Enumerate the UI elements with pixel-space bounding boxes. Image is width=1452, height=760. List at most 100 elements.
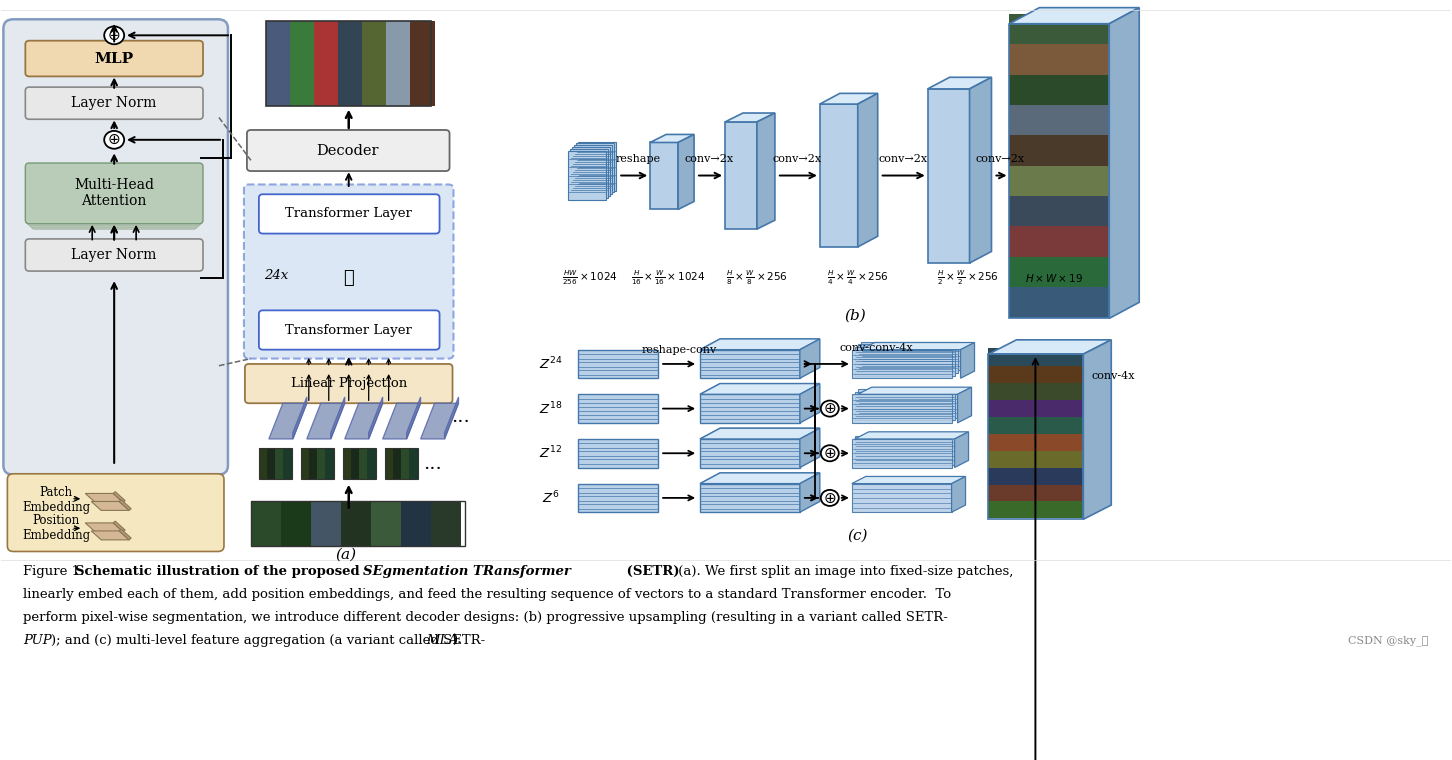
Text: reshape: reshape [616, 154, 661, 164]
Bar [578, 394, 658, 423]
FancyBboxPatch shape [25, 163, 203, 223]
Bar [568, 150, 607, 200]
Bar [575, 145, 613, 195]
Polygon shape [1083, 340, 1111, 519]
Text: linearly embed each of them, add position embeddings, and feed the resulting seq: linearly embed each of them, add positio… [23, 587, 951, 601]
Bar [251, 502, 466, 546]
Polygon shape [954, 432, 968, 467]
Text: ).: ). [453, 635, 462, 648]
Bar [409, 21, 434, 106]
Polygon shape [344, 404, 383, 439]
Text: Schematic illustration of the proposed: Schematic illustration of the proposed [76, 565, 364, 578]
Bar [578, 141, 616, 191]
Polygon shape [119, 499, 131, 511]
Text: reshape-conv: reshape-conv [642, 345, 717, 355]
Polygon shape [855, 432, 968, 439]
Text: CSDN @sky_祐: CSDN @sky_祐 [1349, 635, 1429, 646]
Bar [572, 147, 610, 196]
Bar [341, 502, 370, 546]
Text: Figure 1.: Figure 1. [23, 565, 89, 578]
FancyBboxPatch shape [3, 19, 228, 475]
Text: (SETR): (SETR) [623, 565, 680, 578]
Text: ...: ... [452, 407, 470, 426]
Text: $Z^{18}$: $Z^{18}$ [539, 401, 562, 417]
Circle shape [105, 131, 125, 149]
Bar [301, 448, 309, 479]
Bar [401, 448, 409, 479]
Bar [290, 21, 315, 106]
Polygon shape [989, 340, 1111, 354]
Text: $\oplus$: $\oplus$ [823, 490, 836, 505]
Polygon shape [858, 93, 877, 247]
Bar [989, 348, 1083, 366]
Bar [725, 122, 756, 229]
Bar [267, 448, 276, 479]
Text: MLA: MLA [427, 635, 459, 648]
Bar [650, 142, 678, 210]
Text: Decoder: Decoder [317, 144, 379, 157]
Text: (c): (c) [848, 528, 868, 543]
Text: MLP: MLP [94, 52, 134, 65]
Polygon shape [951, 477, 966, 512]
FancyBboxPatch shape [29, 166, 199, 227]
Text: conv→2x: conv→2x [684, 154, 733, 164]
Text: 24x: 24x [264, 269, 287, 282]
Polygon shape [86, 493, 123, 502]
Bar [338, 21, 363, 106]
Text: Patch
Embedding: Patch Embedding [22, 486, 90, 514]
Text: $H\times W\times 19$: $H\times W\times 19$ [1025, 272, 1083, 284]
Text: conv→2x: conv→2x [976, 154, 1025, 164]
Text: (a). We first split an image into fixed-size patches,: (a). We first split an image into fixed-… [674, 565, 1013, 578]
Polygon shape [700, 428, 820, 439]
Bar [301, 448, 334, 479]
Text: Layer Norm: Layer Norm [71, 248, 157, 262]
Bar [1009, 135, 1109, 166]
Polygon shape [86, 523, 123, 532]
Bar [989, 382, 1083, 400]
Text: $\oplus$: $\oplus$ [823, 401, 836, 416]
Bar [989, 450, 1083, 467]
Text: $\oplus$: $\oplus$ [107, 28, 121, 43]
FancyBboxPatch shape [32, 169, 197, 229]
Bar [989, 354, 1083, 519]
Polygon shape [700, 339, 820, 350]
Polygon shape [800, 339, 820, 378]
FancyBboxPatch shape [245, 364, 453, 404]
Bar [1009, 24, 1109, 318]
Bar [700, 439, 800, 467]
Bar [359, 448, 367, 479]
Text: conv-conv-4x: conv-conv-4x [839, 343, 913, 353]
Bar [314, 21, 338, 106]
Polygon shape [1009, 8, 1140, 24]
Bar [578, 483, 658, 512]
Bar [855, 347, 954, 375]
Polygon shape [800, 473, 820, 512]
Bar [370, 502, 401, 546]
Polygon shape [852, 477, 966, 483]
FancyBboxPatch shape [7, 473, 224, 552]
Polygon shape [1109, 8, 1140, 318]
Text: conv-4x: conv-4x [1092, 372, 1135, 382]
Bar [1009, 14, 1109, 44]
Bar [928, 89, 970, 263]
Bar [311, 502, 341, 546]
Polygon shape [91, 502, 129, 511]
Polygon shape [678, 135, 694, 210]
Polygon shape [820, 93, 877, 104]
Text: $\frac{H}{16}\times\frac{W}{16}\times 1024$: $\frac{H}{16}\times\frac{W}{16}\times 10… [632, 269, 706, 287]
Circle shape [105, 27, 125, 44]
Circle shape [820, 401, 839, 416]
Bar [362, 21, 386, 106]
Bar [258, 448, 267, 479]
Bar [1009, 257, 1109, 287]
Polygon shape [119, 529, 131, 540]
Text: SEgmentation TRansformer: SEgmentation TRansformer [363, 565, 571, 578]
Text: $\frac{H}{2}\times\frac{W}{2}\times 256$: $\frac{H}{2}\times\frac{W}{2}\times 256$ [937, 269, 999, 287]
FancyBboxPatch shape [244, 185, 453, 359]
Polygon shape [861, 343, 974, 350]
Bar [852, 350, 951, 378]
Text: Transformer Layer: Transformer Layer [285, 207, 412, 220]
Bar [325, 448, 334, 479]
Bar [989, 432, 1083, 451]
Bar [392, 448, 402, 479]
